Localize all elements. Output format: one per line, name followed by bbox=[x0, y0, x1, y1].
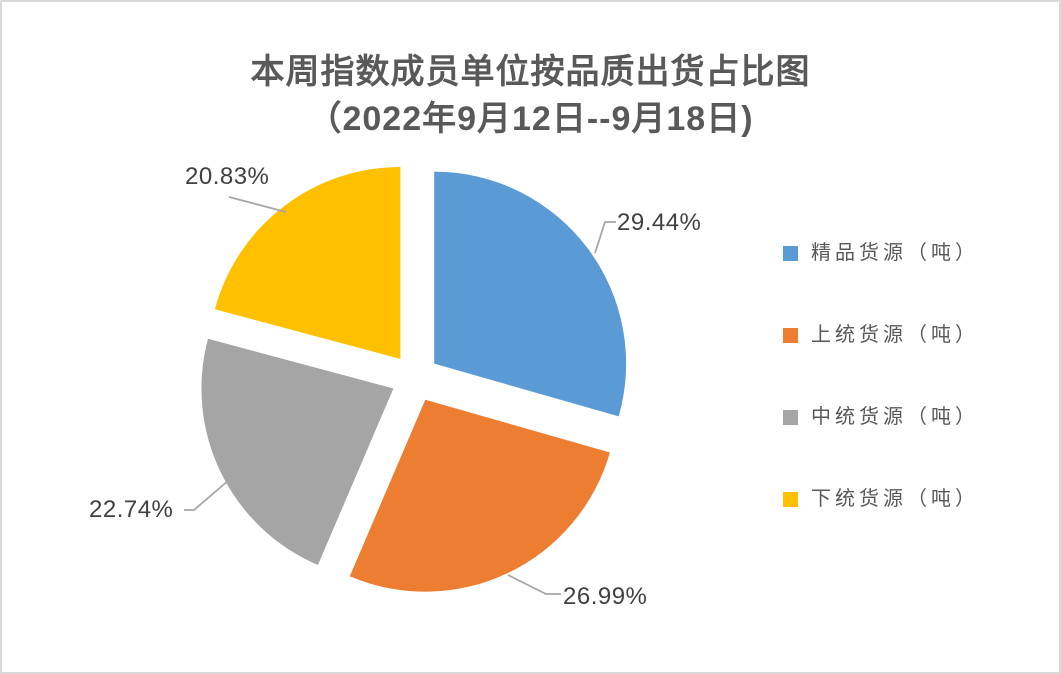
legend-label: 下统货源（吨） bbox=[811, 488, 979, 510]
chart-subtitle: （2022年9月12日--9月18日) bbox=[307, 100, 754, 138]
legend-swatch-blue bbox=[783, 245, 798, 261]
legend-label: 精品货源（吨） bbox=[811, 242, 979, 264]
pie-slices bbox=[201, 166, 627, 592]
legend-swatch-yellow bbox=[783, 491, 798, 507]
legend-label: 上统货源（吨） bbox=[811, 324, 979, 346]
legend-swatch-orange bbox=[783, 327, 798, 343]
pie-slice-4 bbox=[214, 166, 401, 359]
data-label-slice-1: 29.44% bbox=[617, 209, 702, 236]
pie-slice-2 bbox=[349, 399, 610, 592]
legend-swatch-gray bbox=[783, 409, 798, 425]
leader-line-slice-1 bbox=[594, 221, 616, 254]
legend-item: 下统货源（吨） bbox=[783, 485, 979, 513]
legend-item: 中统货源（吨） bbox=[783, 403, 979, 431]
legend-item: 上统货源（吨） bbox=[783, 321, 979, 349]
pie-slice-3 bbox=[201, 338, 394, 565]
data-label-slice-2: 26.99% bbox=[563, 583, 648, 610]
legend-item: 精品货源（吨） bbox=[783, 239, 979, 267]
pie-slice-1 bbox=[434, 171, 627, 417]
leader-line-slice-3 bbox=[184, 473, 237, 511]
leader-lines bbox=[184, 196, 616, 595]
legend-label: 中统货源（吨） bbox=[811, 406, 979, 428]
data-label-slice-4: 20.83% bbox=[185, 163, 270, 190]
chart-title: 本周指数成员单位按品质出货占比图 bbox=[250, 53, 811, 91]
data-label-slice-3: 22.74% bbox=[89, 496, 174, 523]
leader-line-slice-4 bbox=[228, 196, 287, 213]
chart-title-block: 本周指数成员单位按品质出货占比图 （2022年9月12日--9月18日) bbox=[0, 49, 1061, 143]
leader-line-slice-2 bbox=[507, 574, 561, 595]
